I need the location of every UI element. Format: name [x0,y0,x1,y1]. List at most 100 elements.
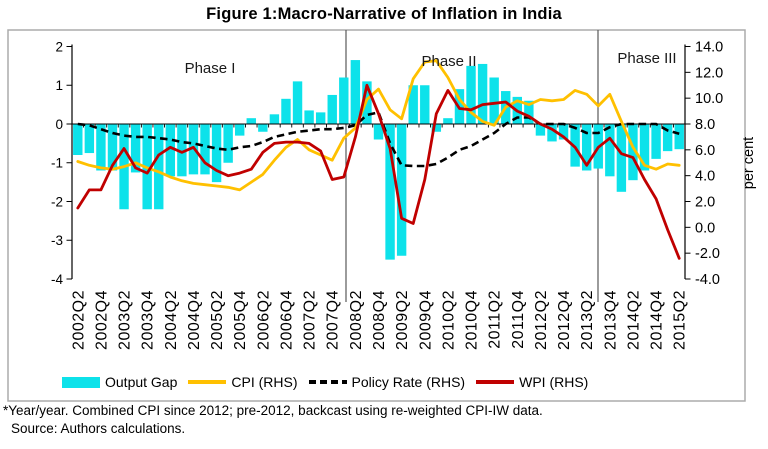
x-axis-tick-label: 2013Q4 [602,290,619,350]
policy-rate-line [77,111,680,168]
output-gap-bar [339,77,349,124]
output-gap-bar [570,124,580,167]
right-axis: 14.0 12.0 10.0 8.0 6.0 4.0 2.0 0.0 -2.0 -4.0 per c… [684,40,757,288]
output-gap-bar [651,124,661,159]
output-gap-bar [200,124,210,175]
output-gap-bar [396,124,407,256]
x-axis-tick-label: 2011Q4 [510,290,527,349]
legend-item-wpi-rhs: WPI (RHS) [476,374,588,390]
chart-legend: Output Gap CPI (RHS) Policy Rate (RHS) WPI … [62,374,588,390]
output-gap-bar [477,63,488,124]
left-axis-tick-label: -2 [51,194,63,209]
output-gap-bar [350,60,361,124]
right-axis-tick-label: 0.0 [695,220,715,236]
output-gap-bar [246,118,256,124]
x-axis-tick-label: 2003Q2 [117,290,134,350]
line-swatch [188,380,227,384]
legend-label: Policy Rate (RHS) [351,374,466,390]
output-gap-bar [269,114,280,124]
legend-item-policy-rate-rhs: Policy Rate (RHS) [308,374,466,390]
wpi-line [76,83,681,260]
chart-frame [7,29,746,402]
x-axis-tick-label: 2002Q4 [93,290,110,350]
right-axis-tick-label: 6.0 [695,143,715,159]
output-gap-bar [223,124,233,163]
cpi-line [76,59,681,192]
output-gap-bar [547,124,557,142]
right-axis-tick-label: 14.0 [695,40,723,56]
phase-label-3: Phase III [617,50,676,67]
left-axis-tick-label: 0 [55,117,63,132]
x-axis-tick-label: 2011Q2 [487,290,504,349]
x-axis-tick-label: 2002Q2 [70,290,87,350]
right-axis-title: per cent [741,137,757,189]
left-axis-tick-label: -3 [51,233,63,248]
right-axis-tick-label: 8.0 [695,117,715,133]
dashed-line-swatch [308,380,347,384]
output-gap-bar [130,124,141,173]
legend-item-cpi-rhs: CPI (RHS) [188,374,298,390]
footnote-line-1: *Year/year. Combined CPI since 2012; pre… [3,403,543,418]
x-axis-tick-label: 2003Q4 [140,290,157,350]
right-axis-tick-label: 12.0 [695,65,723,81]
right-axis-tick-label: 10.0 [695,91,723,107]
x-axis-tick-label: 2008Q4 [371,290,388,350]
x-axis-tick-label: 2014Q4 [649,290,666,350]
line-swatch [476,380,515,384]
output-gap-bar [431,124,442,132]
right-axis-tick-label: -4.0 [695,272,720,288]
legend-label: Output Gap [105,374,178,390]
output-gap-bar [373,124,384,140]
x-axis-tick-label: 2009Q4 [417,290,434,350]
output-gap-bar [581,124,592,171]
x-axis-tick-label: 2008Q2 [348,290,365,350]
output-gap-bar [235,124,245,136]
left-axis-tick-label: -1 [51,156,63,171]
output-gap-bar [558,124,569,140]
left-axis: 2 1 0 -1 -2 -3 -4 [51,39,73,287]
right-axis-tick-label: -2.0 [695,246,720,262]
output-gap-bar [628,124,638,181]
x-axis-tick-label: 2005Q2 [209,290,226,350]
output-gap-bar [489,77,499,124]
output-gap-bar [605,124,615,177]
right-axis-tick-label: 4.0 [695,169,715,185]
output-gap-bar [535,124,546,136]
x-axis-tick-label: 2013Q2 [579,290,596,350]
output-gap-bar [84,124,95,154]
right-axis-tick-label: 2.0 [695,195,715,211]
output-gap-bar [443,118,453,124]
output-gap-bar [327,94,337,124]
output-gap-bar [177,124,187,177]
x-axis-tick-label: 2010Q4 [464,290,481,350]
output-gap-bar [258,124,268,132]
output-gap-bar [385,124,395,260]
output-gap-bar [211,124,222,183]
x-axis-tick-label: 2009Q2 [394,290,411,350]
output-gap-bar [524,100,534,124]
output-gap-bar [107,124,118,171]
output-gap-bar [639,124,650,171]
phase-label-2: Phase II [421,53,476,70]
output-gap-bar [96,124,106,171]
output-gap-bar [315,112,326,124]
phase-label-1: Phase I [185,60,236,77]
output-gap-bar [304,110,314,124]
x-axis-tick-label: 2010Q2 [440,290,457,350]
output-gap-bar [408,85,418,124]
x-axis-tick-label: 2006Q4 [278,290,295,350]
left-axis-tick-label: 1 [55,78,63,93]
output-gap-bar [73,124,83,155]
figure-title: Figure 1:Macro-Narrative of Inflation in… [206,5,562,23]
footnote-line-2: Source: Authors calculations. [11,421,186,436]
left-axis-tick-label: 2 [55,39,63,54]
output-gap-swatch [62,376,100,388]
x-axis-tick-label: 2007Q2 [302,290,319,350]
output-gap-bar [662,124,673,152]
output-gap-bar [292,81,303,124]
x-axis-tick-label: 2012Q2 [533,290,550,350]
x-axis-labels: 2002Q2 2002Q4 2003Q2 2003Q4 2004Q2 2004Q4 2005… [70,290,688,350]
output-gap-bar [466,65,476,124]
output-gap-bar [420,85,430,124]
